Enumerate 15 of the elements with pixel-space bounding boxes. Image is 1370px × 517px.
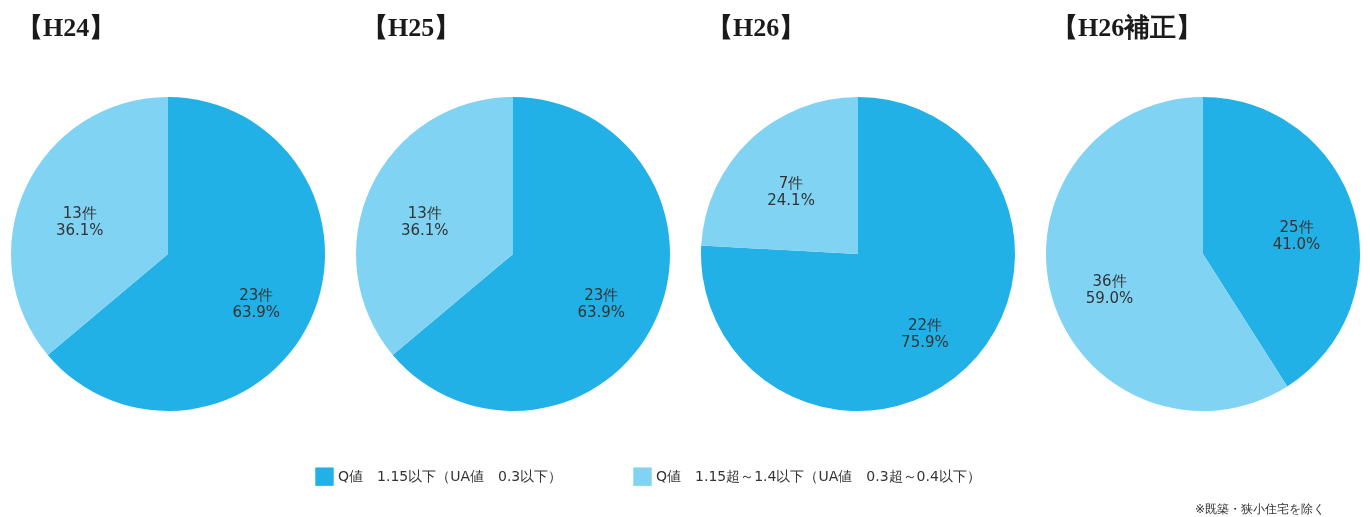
legend-label: Q値 1.15以下（UA値 0.3以下）	[338, 467, 563, 484]
data-label: 23件 63.9%	[577, 286, 626, 322]
slice-label: 【H25】	[362, 13, 461, 42]
data-label: 23件 63.9%	[232, 286, 281, 322]
data-label: 22件 75.9%	[901, 315, 949, 351]
slice-label: 【H24】	[17, 13, 116, 42]
slice-label: 【H26】	[707, 13, 806, 42]
legend-label: Q値 1.15超～1.4以下（UA値 0.3超～0.4以下）	[656, 467, 981, 484]
data-label: 13件 36.1%	[55, 203, 104, 239]
data-label: 13件 36.1%	[400, 203, 449, 239]
slice-label: 【H26補正】	[1052, 13, 1203, 42]
data-label: 7件 24.1%	[767, 174, 815, 210]
data-label: 25件 41.0%	[1272, 217, 1321, 253]
data-label: 36件 59.0%	[1085, 272, 1134, 308]
text: ※既築・狭小住宅を除く	[1194, 502, 1325, 516]
